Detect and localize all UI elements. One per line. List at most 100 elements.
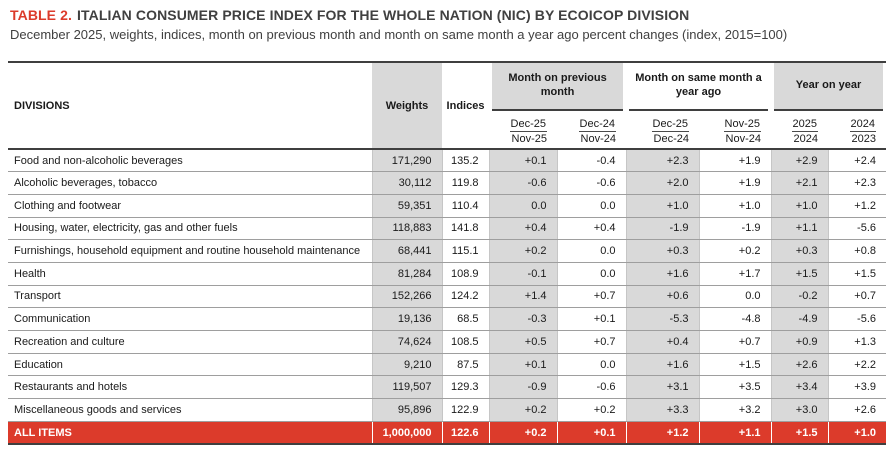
weights-value: 19,136 xyxy=(371,307,442,331)
group-label-mom: Month on previous month xyxy=(492,63,624,111)
pct-yoy-2024: +2.6 xyxy=(827,398,887,422)
pct-mom-prev-year: 0.0 xyxy=(556,262,627,286)
index-value: 108.9 xyxy=(441,262,489,286)
total-pct-mom-prev-year: +0.1 xyxy=(556,421,627,445)
weights-value: 118,883 xyxy=(371,217,442,241)
index-value: 110.4 xyxy=(441,194,489,218)
pct-mom-prev-year: -0.6 xyxy=(556,171,627,195)
title-block: TABLE 2. ITALIAN CONSUMER PRICE INDEX FOR… xyxy=(10,7,885,42)
weights-value: 119,507 xyxy=(371,375,442,400)
table-title-text: ITALIAN CONSUMER PRICE INDEX FOR THE WHO… xyxy=(77,7,690,23)
group-year-on-year: Year on year xyxy=(771,62,887,111)
subheader-col2-bottom: Nov-24 xyxy=(557,131,627,150)
weights-column-header: Weights xyxy=(372,62,442,150)
pct-yoy-2024: +2.4 xyxy=(827,149,887,173)
pct-mom-prev-year: +0.2 xyxy=(556,398,627,422)
total-pct-same-month-dec: +1.2 xyxy=(625,421,700,445)
pct-mom-current: +0.2 xyxy=(488,398,557,422)
pct-yoy-2024: +3.9 xyxy=(827,375,887,400)
subheader-col5-bottom: 2024 xyxy=(771,131,829,150)
total-row-label: ALL ITEMS xyxy=(8,421,372,445)
pct-mom-prev-year: +0.7 xyxy=(556,285,627,309)
pct-same-month-dec: -1.9 xyxy=(625,217,700,241)
pct-yoy-2024: +0.8 xyxy=(827,239,887,263)
nic-price-index-table: DIVISIONS Weights Indices Month on previ… xyxy=(8,61,887,446)
indices-column-header: Indices xyxy=(442,62,489,150)
pct-same-month-dec: +3.1 xyxy=(625,375,700,400)
weights-value: 68,441 xyxy=(371,239,442,263)
pct-same-month-nov: +3.2 xyxy=(698,398,772,422)
group-month-on-previous-month: Month on previous month xyxy=(489,62,627,111)
pct-mom-current: 0.0 xyxy=(488,194,557,218)
pct-same-month-dec: +1.6 xyxy=(625,262,700,286)
pct-yoy-2025: +1.0 xyxy=(770,194,829,218)
pct-mom-prev-year: -0.6 xyxy=(556,375,627,400)
total-pct-yoy-2024: +1.0 xyxy=(827,421,887,445)
table-row: Restaurants and hotels 119,507 129.3 -0.… xyxy=(8,375,887,400)
total-pct-mom-current: +0.2 xyxy=(488,421,557,445)
division-label: Restaurants and hotels xyxy=(8,375,372,400)
pct-mom-current: +0.5 xyxy=(488,330,557,354)
total-index-value: 122.6 xyxy=(441,421,489,445)
pct-yoy-2025: +1.5 xyxy=(770,262,829,286)
subheader-col4-top: Nov-25 xyxy=(699,111,772,132)
weights-value: 152,266 xyxy=(371,285,442,309)
division-label: Furnishings, household equipment and rou… xyxy=(8,239,372,263)
pct-same-month-dec: +1.6 xyxy=(625,353,700,377)
pct-mom-prev-year: -0.4 xyxy=(556,149,627,173)
pct-mom-current: -0.6 xyxy=(488,171,557,195)
division-label: Housing, water, electricity, gas and oth… xyxy=(8,217,372,241)
division-label: Miscellaneous goods and services xyxy=(8,398,372,422)
group-month-on-same-month: Month on same month a year ago xyxy=(626,62,772,111)
pct-mom-current: +0.2 xyxy=(488,239,557,263)
pct-same-month-nov: +1.7 xyxy=(698,262,772,286)
weights-value: 81,284 xyxy=(371,262,442,286)
index-value: 124.2 xyxy=(441,285,489,309)
pct-same-month-nov: +0.7 xyxy=(698,330,772,354)
pct-same-month-dec: +0.4 xyxy=(625,330,700,354)
weights-value: 59,351 xyxy=(371,194,442,218)
subheader-col4-bottom: Nov-24 xyxy=(699,131,772,150)
weights-value: 30,112 xyxy=(371,171,442,195)
pct-same-month-dec: -5.3 xyxy=(625,307,700,331)
total-pct-same-month-nov: +1.1 xyxy=(698,421,772,445)
subheader-numerator-row: Dec-25 Dec-24 Dec-25 Nov-25 2025 2024 xyxy=(8,111,887,132)
pct-same-month-nov: +3.5 xyxy=(698,375,772,400)
subheader-col2-top: Dec-24 xyxy=(557,111,627,132)
pct-same-month-nov: +1.9 xyxy=(698,171,772,195)
index-value: 129.3 xyxy=(441,375,489,400)
pct-mom-current: +0.1 xyxy=(488,149,557,173)
pct-mom-current: +0.1 xyxy=(488,353,557,377)
table-row: Housing, water, electricity, gas and oth… xyxy=(8,217,887,241)
table-subtitle: December 2025, weights, indices, month o… xyxy=(10,27,788,42)
table-footer: ALL ITEMS 1,000,000 122.6 +0.2 +0.1 +1.2… xyxy=(8,421,887,445)
table-row: Communication 19,136 68.5 -0.3 +0.1 -5.3… xyxy=(8,307,887,331)
pct-yoy-2024: +2.2 xyxy=(827,353,887,377)
table-number: TABLE 2. xyxy=(10,7,72,23)
pct-yoy-2024: +1.5 xyxy=(827,262,887,286)
weights-value: 9,210 xyxy=(371,353,442,377)
division-label: Recreation and culture xyxy=(8,330,372,354)
pct-same-month-nov: -4.8 xyxy=(698,307,772,331)
pct-mom-current: +1.4 xyxy=(488,285,557,309)
table-row: Health 81,284 108.9 -0.1 0.0 +1.6 +1.7 +… xyxy=(8,262,887,286)
index-value: 122.9 xyxy=(441,398,489,422)
index-value: 135.2 xyxy=(441,149,489,173)
page-title: TABLE 2. ITALIAN CONSUMER PRICE INDEX FOR… xyxy=(10,7,885,23)
pct-mom-current: +0.4 xyxy=(488,217,557,241)
divisions-column-header: DIVISIONS xyxy=(8,62,372,150)
pct-mom-prev-year: +0.1 xyxy=(556,307,627,331)
pct-mom-current: -0.3 xyxy=(488,307,557,331)
pct-yoy-2025: +3.0 xyxy=(770,398,829,422)
pct-yoy-2024: -5.6 xyxy=(827,217,887,241)
pct-mom-current: -0.9 xyxy=(488,375,557,400)
table-body: Food and non-alcoholic beverages 171,290… xyxy=(8,149,887,422)
pct-yoy-2024: -5.6 xyxy=(827,307,887,331)
subheader-col5-top: 2025 xyxy=(771,111,829,132)
index-value: 141.8 xyxy=(441,217,489,241)
pct-yoy-2025: +0.3 xyxy=(770,239,829,263)
total-pct-yoy-2025: +1.5 xyxy=(770,421,829,445)
subheader-col1-top: Dec-25 xyxy=(489,111,557,132)
total-weights-value: 1,000,000 xyxy=(371,421,442,445)
pct-yoy-2024: +0.7 xyxy=(827,285,887,309)
